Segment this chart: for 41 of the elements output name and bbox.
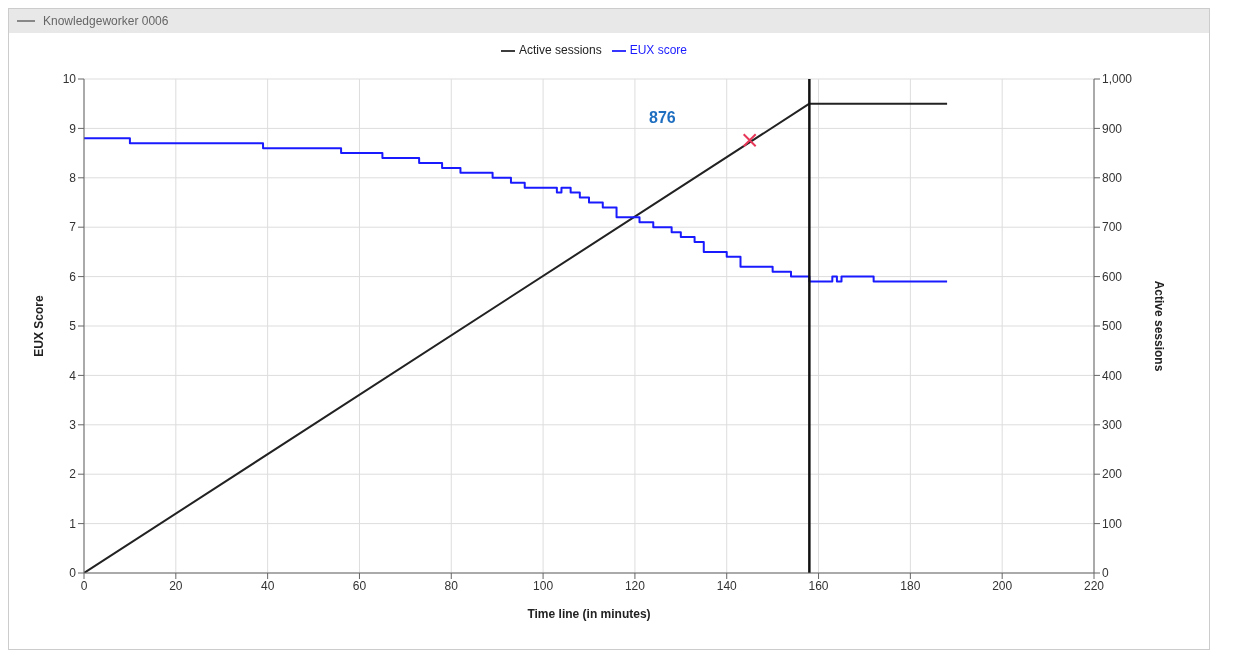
y-tick-label: 0	[69, 566, 77, 581]
x-tick-label: 80	[444, 578, 459, 593]
x-tick-label: 200	[992, 578, 1013, 593]
y-tick-label: 4	[69, 368, 77, 383]
x-axis-title: Time line (in minutes)	[527, 607, 651, 621]
y2-tick-label: 800	[1102, 171, 1123, 186]
y-tick-label: 7	[69, 220, 77, 235]
y-axis-title: EUX Score	[32, 294, 47, 357]
y-tick-label: 10	[62, 72, 77, 87]
x-tick-label: 40	[260, 578, 275, 593]
x-tick-label: 140	[716, 578, 738, 593]
y-tick-label: 8	[69, 171, 77, 186]
x-tick-label: 220	[1083, 578, 1105, 593]
x-tick-label: 120	[624, 578, 646, 593]
y2-axis-title: Active sessions	[1151, 280, 1166, 372]
y-tick-label: 1	[69, 516, 77, 531]
y2-tick-label: 100	[1102, 516, 1123, 531]
x-tick-label: 160	[808, 578, 829, 593]
x-tick-label: 0	[80, 578, 88, 593]
y-tick-label: 6	[69, 269, 77, 284]
legend-label: Active sessions	[518, 43, 602, 57]
legend-label: EUX score	[629, 43, 688, 57]
y2-tick-label: 400	[1102, 368, 1123, 383]
y2-tick-label: 500	[1102, 319, 1123, 334]
y-tick-label: 5	[69, 319, 77, 334]
chart-title: Knowledgeworker 0006	[43, 14, 169, 28]
y2-tick-label: 900	[1102, 121, 1123, 136]
y-tick-label: 3	[69, 418, 77, 433]
annotation: 876	[649, 109, 676, 127]
y2-tick-label: 300	[1102, 418, 1123, 433]
x-tick-label: 20	[169, 578, 183, 593]
y2-tick-label: 1,000	[1102, 72, 1133, 87]
x-tick-label: 60	[352, 578, 367, 593]
y2-tick-label: 700	[1102, 220, 1123, 235]
y2-tick-label: 200	[1102, 467, 1123, 482]
y-tick-label: 2	[69, 467, 77, 482]
y2-tick-label: 600	[1102, 269, 1123, 284]
y2-tick-label: 0	[1102, 566, 1109, 581]
x-tick-label: 180	[900, 578, 921, 593]
x-tick-label: 100	[533, 578, 554, 593]
y-tick-label: 9	[69, 121, 77, 136]
